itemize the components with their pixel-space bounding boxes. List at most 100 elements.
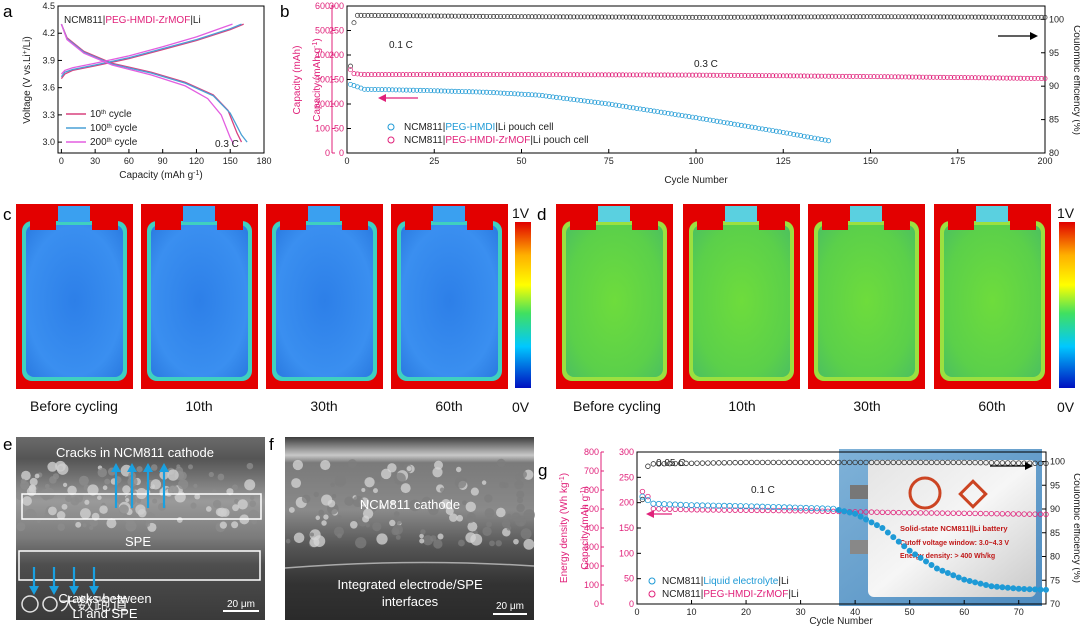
ce-point <box>667 460 673 467</box>
zrmof-point <box>382 72 388 78</box>
zrmof-point <box>840 73 846 79</box>
y-tick-label-6: 300 <box>619 447 634 457</box>
hmdi-point <box>595 100 601 106</box>
x-tick-label-4: 40 <box>850 607 860 617</box>
grain <box>495 507 506 518</box>
panel-c-label-3: 60th <box>435 398 462 414</box>
ce-point <box>634 14 640 20</box>
zrmof-point <box>815 73 821 79</box>
ce-point <box>808 14 814 20</box>
hmdi-point <box>421 88 427 93</box>
zrmof-point <box>714 72 720 78</box>
hmdi-point <box>536 92 542 98</box>
thermal-tab-left <box>280 206 306 230</box>
grain <box>365 523 370 528</box>
ce-point <box>662 14 668 20</box>
liquid-point <box>775 504 782 511</box>
ce-point <box>863 459 869 466</box>
ce-point <box>890 459 897 466</box>
grain <box>70 496 80 506</box>
ce-point <box>815 14 821 20</box>
panel-label-e: e <box>3 435 12 454</box>
zrmof-point <box>526 72 531 78</box>
grain <box>87 484 99 496</box>
ce-point <box>857 14 863 20</box>
ce-point <box>421 13 427 19</box>
hmdi-point <box>459 89 465 95</box>
outer-tick-label-2: 200 <box>584 561 599 571</box>
zrmof-point <box>966 510 973 517</box>
colorbar-c-top: 1V <box>512 205 530 221</box>
zrmof-point <box>553 72 559 78</box>
ce-point <box>766 14 772 20</box>
hmdi-point <box>704 117 709 122</box>
panel-e-mid-label: SPE <box>125 534 151 549</box>
zrmof-point <box>602 72 608 78</box>
zrmof-point <box>690 72 695 78</box>
zrmof-point <box>679 72 685 78</box>
hmdi-point <box>731 121 737 127</box>
thermal-map-5 <box>683 204 800 389</box>
grain <box>330 482 335 488</box>
right-tick-label-0: 70 <box>1050 599 1060 609</box>
zrmof-point <box>536 72 542 78</box>
grain <box>321 520 327 526</box>
zrmof-point <box>1005 511 1011 517</box>
zrmof-point <box>616 72 622 78</box>
zrmof-point <box>916 74 922 80</box>
outer-tick-label-3: 300 <box>315 75 330 85</box>
zrmof-point <box>484 72 490 78</box>
zrmof-point <box>901 509 907 516</box>
grain <box>217 507 227 518</box>
zrmof-point <box>417 72 423 78</box>
panel-e-box-top <box>21 493 262 520</box>
ce-point <box>616 14 622 20</box>
hmdi-point <box>414 87 420 93</box>
right-tick-label-2: 90 <box>1049 81 1059 91</box>
hmdi-point <box>512 91 517 97</box>
zrmof-point <box>665 72 671 78</box>
ce-point <box>939 459 946 466</box>
liquid-point <box>977 580 984 587</box>
liquid-point <box>824 505 831 512</box>
grain <box>419 538 425 544</box>
ce-point <box>1037 460 1044 467</box>
y-tick-label-4: 4.2 <box>42 28 55 38</box>
grain <box>395 461 401 467</box>
ce-point <box>994 460 1000 466</box>
zrmof-point <box>759 507 766 514</box>
ce-point <box>585 14 591 20</box>
hmdi-point <box>386 87 392 93</box>
zrmof-point <box>442 72 448 78</box>
ce-point <box>362 12 367 18</box>
liquid-point <box>961 576 968 583</box>
interface-line <box>284 561 535 569</box>
hmdi-point <box>707 117 713 123</box>
thermal-tab-left <box>948 206 974 230</box>
ce-point <box>812 14 818 20</box>
ce-point <box>382 13 388 19</box>
grain <box>428 504 439 516</box>
hmdi-point <box>355 84 360 90</box>
zrmof-point <box>348 67 353 73</box>
panel-d-label-2: 30th <box>853 398 880 414</box>
ce-point <box>438 13 444 19</box>
hmdi-point <box>375 87 381 93</box>
ce-point <box>899 14 905 20</box>
liquid-point <box>923 558 930 565</box>
liquid-point <box>966 577 973 584</box>
thermal-tab-right <box>884 206 910 230</box>
thermal-body <box>566 225 663 377</box>
zrmof-point <box>630 72 636 78</box>
zrmof-point <box>955 75 961 80</box>
panel-f-cathode-label: NCM811 cathode <box>360 497 460 512</box>
panel-label-f: f <box>269 435 274 454</box>
grain <box>516 503 525 513</box>
zrmof-point <box>407 72 413 78</box>
hmdi-point <box>431 88 437 94</box>
grain <box>372 522 382 532</box>
grain <box>231 521 239 529</box>
hmdi-point <box>560 95 566 101</box>
liquid-point <box>1004 584 1011 591</box>
y-tick-label-0: 0 <box>629 599 634 609</box>
